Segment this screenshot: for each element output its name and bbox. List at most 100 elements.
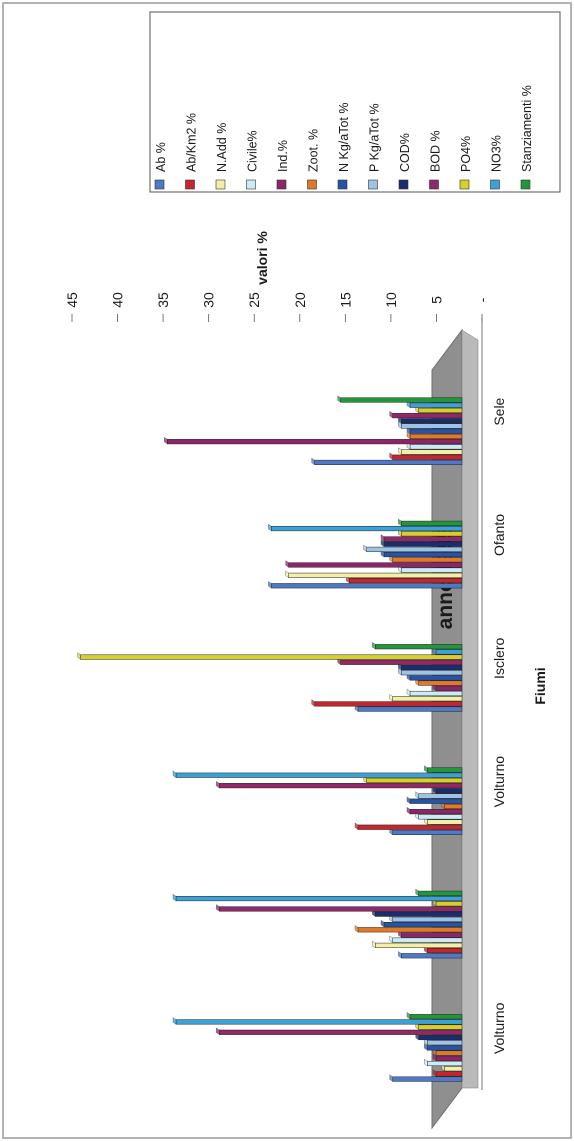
y-axis-label: valori % xyxy=(254,231,270,285)
bar-cap xyxy=(389,452,393,460)
category-labels: Volturno Volturno Isclero Ofanto Sele xyxy=(491,397,507,1054)
bar xyxy=(366,777,463,783)
bar xyxy=(401,418,463,424)
bar xyxy=(435,1050,463,1056)
bar-cap xyxy=(216,780,220,789)
bar xyxy=(383,541,463,547)
legend-label: Civile% xyxy=(246,130,260,172)
bar xyxy=(435,788,463,794)
bar-cap xyxy=(380,539,385,547)
y-tick-label: 15 xyxy=(337,292,353,308)
bar-cap xyxy=(354,822,359,830)
category-label: Volturno xyxy=(491,756,507,808)
bar xyxy=(375,942,463,948)
bar xyxy=(392,916,463,922)
bar-cap xyxy=(398,421,402,429)
bar xyxy=(418,1024,463,1030)
bar xyxy=(401,520,463,526)
bar xyxy=(444,1066,463,1072)
legend-swatch xyxy=(490,179,500,190)
bar-cap xyxy=(424,1058,428,1067)
bar xyxy=(401,932,463,938)
bar-cap xyxy=(354,925,359,933)
y-tick-label: 20 xyxy=(292,292,308,308)
legend-swatch xyxy=(429,179,439,190)
bar-cap xyxy=(389,1074,393,1082)
bar-cap xyxy=(406,1012,411,1020)
bar xyxy=(392,696,463,702)
legend-swatch xyxy=(459,179,470,190)
bar-cap xyxy=(372,642,376,650)
y-tick-label: 45 xyxy=(64,292,80,308)
bar xyxy=(427,948,463,954)
bar xyxy=(418,680,463,686)
bar-cap xyxy=(432,1069,437,1077)
bar xyxy=(366,546,463,552)
bar xyxy=(175,1019,463,1025)
bar-cap xyxy=(406,806,411,815)
legend-label: Ab/Km2 % xyxy=(185,113,199,172)
y-tick-label: 10 xyxy=(383,292,399,308)
legend-swatch xyxy=(520,179,531,190)
bar xyxy=(435,685,463,691)
bar xyxy=(427,1040,463,1046)
category-label: Sele xyxy=(491,397,507,425)
bar xyxy=(271,526,463,532)
bar xyxy=(392,829,463,835)
bar xyxy=(444,803,463,809)
bar xyxy=(409,798,463,804)
bar-cap xyxy=(285,570,289,579)
category-label: Volturno xyxy=(491,1002,507,1054)
bar xyxy=(418,793,463,799)
legend-label: BOD % xyxy=(429,130,443,172)
bar xyxy=(175,896,463,902)
y-ticks: - 5 10 15 20 25 30 35 40 45 xyxy=(64,292,490,322)
bar-cap xyxy=(372,940,376,949)
bar xyxy=(392,557,463,563)
bar xyxy=(409,690,463,697)
bar xyxy=(219,906,463,912)
bar xyxy=(401,953,463,959)
bar xyxy=(427,1060,463,1067)
legend-swatch xyxy=(368,179,378,190)
bar xyxy=(401,664,463,671)
bar-cap xyxy=(406,796,411,804)
bar-cap xyxy=(268,523,272,532)
bar-cap xyxy=(172,893,177,902)
legend: Ab % Ab/Km2 % N.Add % Civile% Ind.% Zoot. % N … xyxy=(149,11,561,193)
bar xyxy=(409,444,463,450)
legend-label: Zoot. % xyxy=(307,129,321,172)
legend-swatch xyxy=(154,179,165,190)
bar-cap xyxy=(432,1053,437,1061)
bar-cap xyxy=(389,410,393,419)
bar xyxy=(409,675,463,681)
bar-cap xyxy=(268,581,272,589)
legend-label: PO4% xyxy=(459,136,473,172)
bar xyxy=(409,428,463,434)
bar-cap xyxy=(398,668,402,676)
legend-label: Stanziamenti % xyxy=(520,85,534,172)
bars-group xyxy=(77,395,463,1082)
bar-cap xyxy=(380,534,385,542)
bar-cap xyxy=(389,694,393,702)
bar xyxy=(409,433,463,439)
legend-box xyxy=(149,11,561,193)
x-axis-label: Fiumi xyxy=(532,667,548,704)
y-tick-label: 35 xyxy=(155,292,171,308)
bar xyxy=(427,767,463,773)
bar-cap xyxy=(285,560,289,568)
bar-cap xyxy=(172,1017,177,1025)
bar-cap xyxy=(363,544,367,553)
bar-cap xyxy=(424,1043,428,1051)
bar xyxy=(401,567,463,573)
bar xyxy=(435,649,463,655)
legend-swatch xyxy=(246,179,256,190)
bar xyxy=(175,772,463,778)
bar xyxy=(314,701,463,707)
bar xyxy=(288,562,463,568)
bar xyxy=(409,402,463,408)
bar xyxy=(167,439,463,445)
bar xyxy=(219,783,463,789)
